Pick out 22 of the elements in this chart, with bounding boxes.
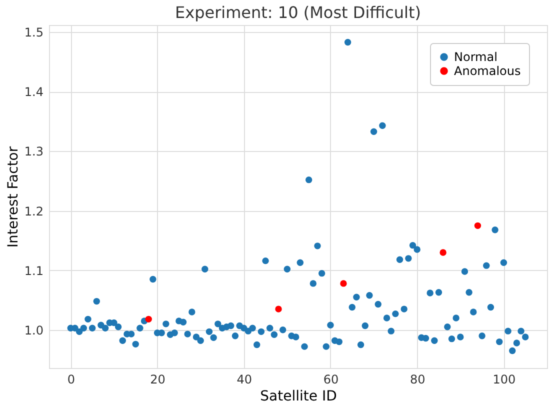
legend-label: Anomalous — [454, 64, 521, 78]
x-tick-label: 20 — [150, 372, 166, 386]
chart-title: Experiment: 10 (Most Difficult) — [174, 3, 422, 22]
legend-label: Normal — [454, 50, 498, 64]
x-tick-label: 80 — [410, 372, 426, 386]
y-axis-title: Interest Factor — [5, 146, 22, 248]
y-tick-label: 1.3 — [24, 144, 44, 159]
x-axis-title: Satellite ID — [260, 388, 337, 404]
point — [275, 306, 282, 312]
x-tick-label: 60 — [323, 372, 339, 386]
y-tick-label: 1.0 — [24, 323, 44, 338]
point — [474, 222, 482, 230]
y-tick-label: 1.4 — [24, 85, 44, 100]
x-tick-label: 100 — [492, 372, 516, 386]
y-tick-label: 1.5 — [24, 26, 44, 40]
x-tick-label: 40 — [236, 372, 252, 386]
y-tick-label: 1.1 — [24, 264, 44, 278]
point — [145, 316, 152, 323]
x-tick-label: 0 — [67, 372, 75, 386]
point — [440, 249, 446, 256]
y-tick-label: 1.2 — [24, 204, 44, 218]
point — [340, 280, 347, 287]
